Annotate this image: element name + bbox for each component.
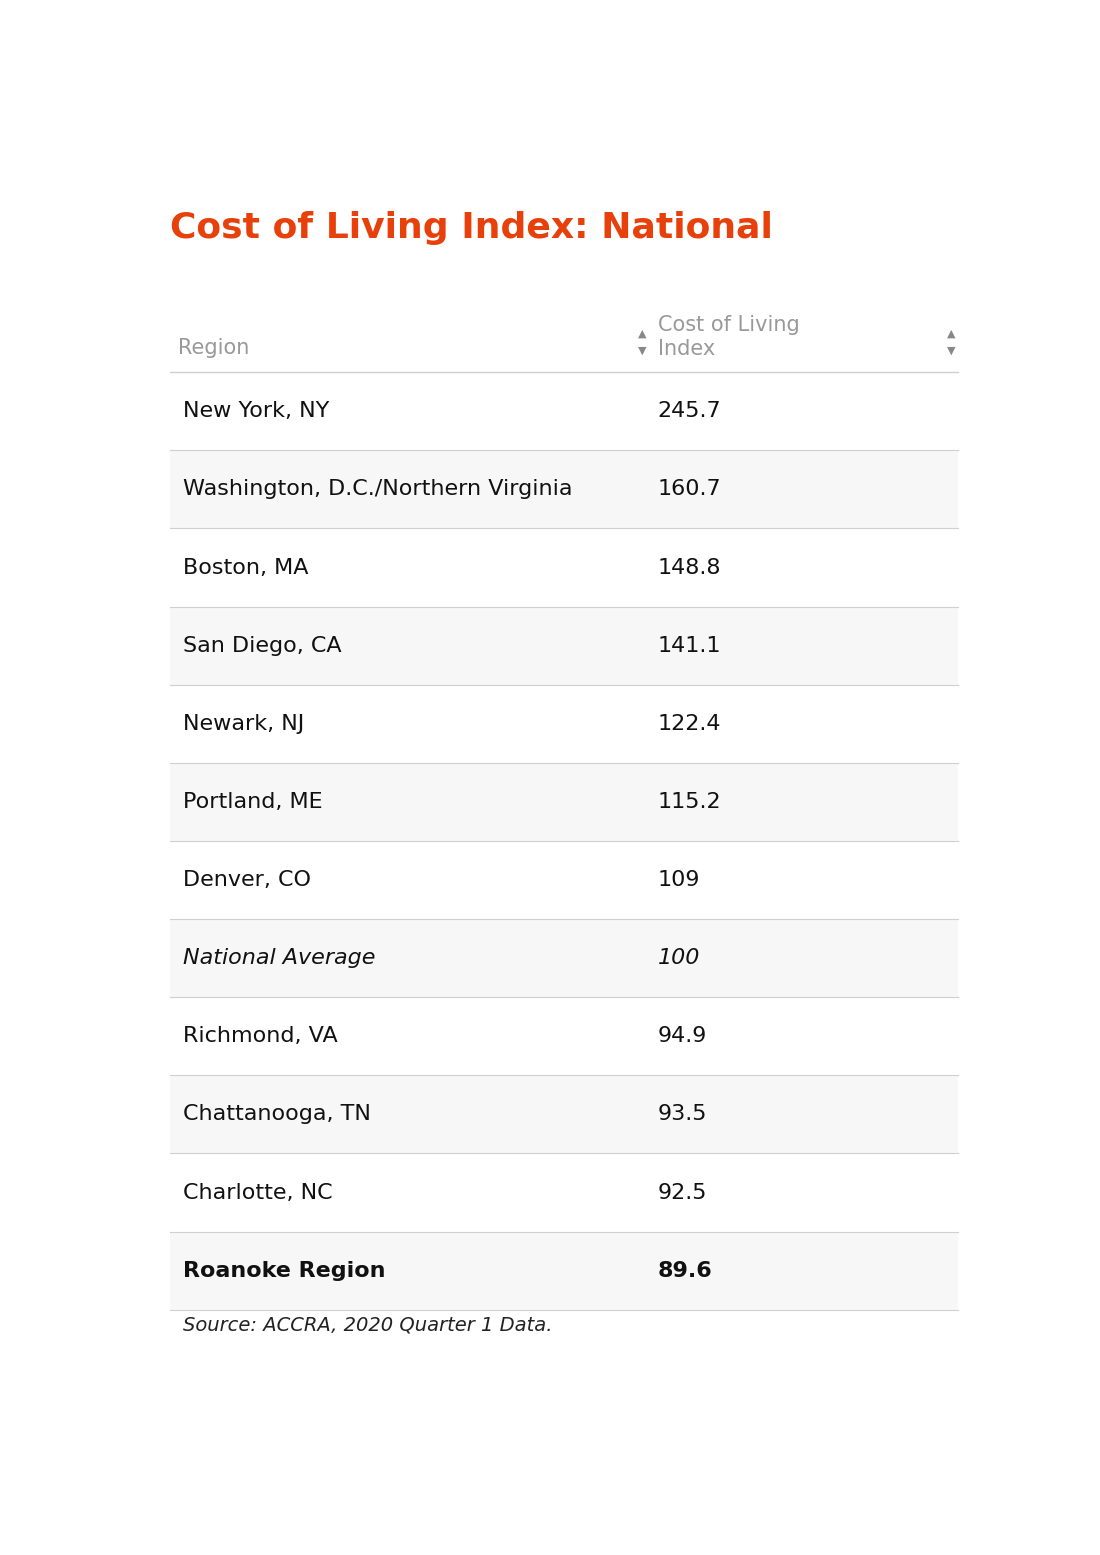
Text: 141.1: 141.1 xyxy=(658,636,720,656)
Bar xyxy=(169,919,958,997)
Bar xyxy=(169,451,958,529)
Bar xyxy=(169,1232,958,1309)
Text: 122.4: 122.4 xyxy=(658,714,720,734)
Text: 89.6: 89.6 xyxy=(658,1261,713,1281)
Text: ▼: ▼ xyxy=(638,345,647,356)
Text: ▲: ▲ xyxy=(947,328,956,339)
Text: New York, NY: New York, NY xyxy=(183,401,329,421)
Text: 160.7: 160.7 xyxy=(658,479,722,499)
Bar xyxy=(169,764,958,841)
Text: Charlotte, NC: Charlotte, NC xyxy=(183,1182,332,1202)
Bar xyxy=(169,997,958,1076)
Text: Cost of Living
Index: Cost of Living Index xyxy=(658,314,800,359)
Text: Chattanooga, TN: Chattanooga, TN xyxy=(183,1104,371,1124)
Text: 93.5: 93.5 xyxy=(658,1104,707,1124)
Bar xyxy=(169,841,958,919)
Text: 245.7: 245.7 xyxy=(658,401,722,421)
Text: Washington, D.C./Northern Virginia: Washington, D.C./Northern Virginia xyxy=(183,479,572,499)
Text: National Average: National Average xyxy=(183,949,375,969)
Text: Richmond, VA: Richmond, VA xyxy=(183,1026,338,1047)
Text: 109: 109 xyxy=(658,869,700,889)
Text: 94.9: 94.9 xyxy=(658,1026,707,1047)
Text: Denver, CO: Denver, CO xyxy=(183,869,310,889)
Bar xyxy=(169,684,958,764)
Text: Newark, NJ: Newark, NJ xyxy=(183,714,304,734)
Text: Cost of Living Index: National: Cost of Living Index: National xyxy=(169,210,773,244)
Text: Source: ACCRA, 2020 Quarter 1 Data.: Source: ACCRA, 2020 Quarter 1 Data. xyxy=(183,1316,552,1334)
Text: 115.2: 115.2 xyxy=(658,791,722,812)
Text: ▼: ▼ xyxy=(947,345,956,356)
Text: 148.8: 148.8 xyxy=(658,558,720,577)
Bar xyxy=(169,606,958,684)
Text: Portland, ME: Portland, ME xyxy=(183,791,322,812)
Bar xyxy=(169,1076,958,1154)
Bar xyxy=(169,372,958,451)
Text: ▲: ▲ xyxy=(638,328,647,339)
Text: Region: Region xyxy=(178,339,250,358)
Text: Roanoke Region: Roanoke Region xyxy=(183,1261,385,1281)
Text: Boston, MA: Boston, MA xyxy=(183,558,308,577)
Text: 100: 100 xyxy=(658,949,700,969)
Text: 92.5: 92.5 xyxy=(658,1182,707,1202)
Bar xyxy=(169,529,958,606)
Text: San Diego, CA: San Diego, CA xyxy=(183,636,341,656)
Bar xyxy=(169,1154,958,1232)
